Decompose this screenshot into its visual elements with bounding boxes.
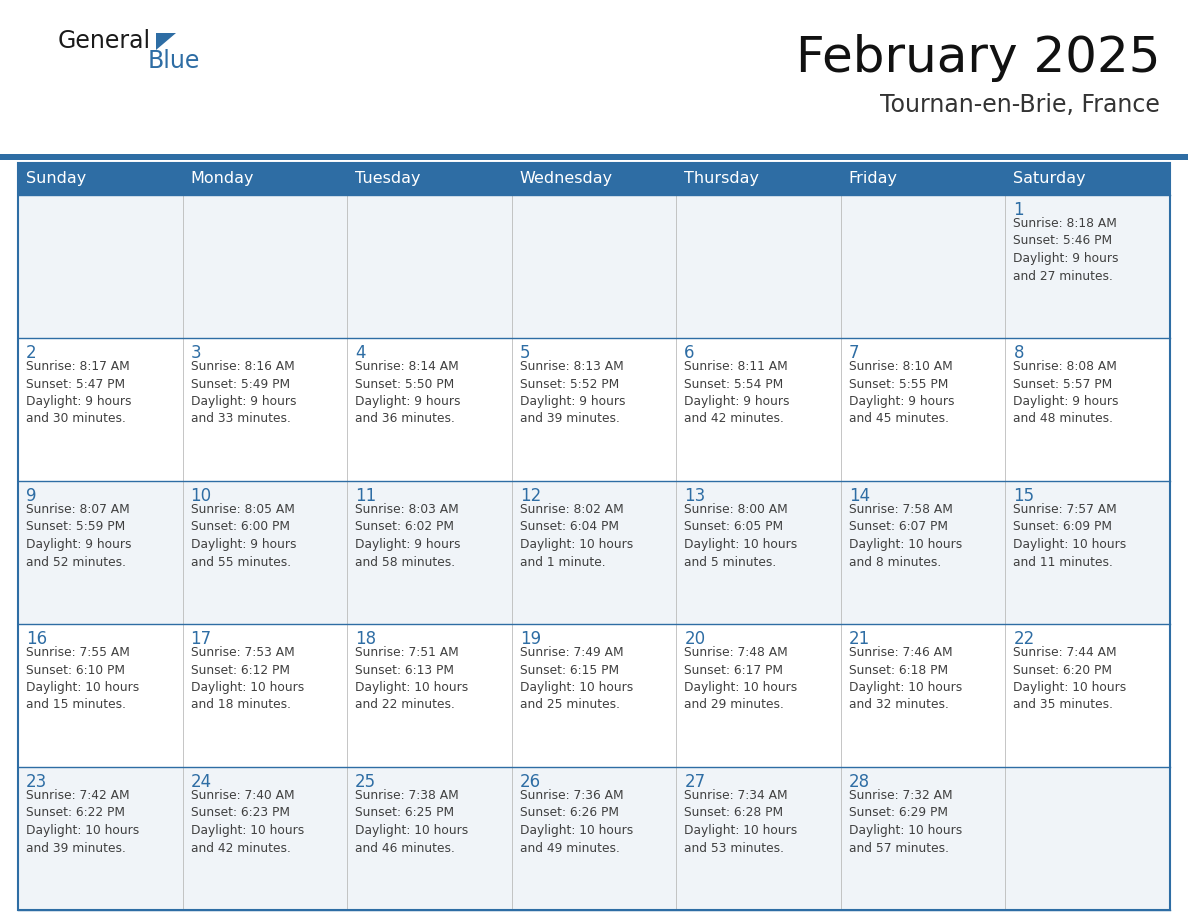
Text: Sunrise: 8:18 AM
Sunset: 5:46 PM
Daylight: 9 hours
and 27 minutes.: Sunrise: 8:18 AM Sunset: 5:46 PM Dayligh… (1013, 217, 1119, 283)
Text: Sunrise: 7:42 AM
Sunset: 6:22 PM
Daylight: 10 hours
and 39 minutes.: Sunrise: 7:42 AM Sunset: 6:22 PM Dayligh… (26, 789, 139, 855)
Text: 2: 2 (26, 344, 37, 362)
Text: Sunrise: 8:17 AM
Sunset: 5:47 PM
Daylight: 9 hours
and 30 minutes.: Sunrise: 8:17 AM Sunset: 5:47 PM Dayligh… (26, 360, 132, 426)
Text: Sunrise: 8:08 AM
Sunset: 5:57 PM
Daylight: 9 hours
and 48 minutes.: Sunrise: 8:08 AM Sunset: 5:57 PM Dayligh… (1013, 360, 1119, 426)
Text: 24: 24 (190, 773, 211, 791)
Text: Sunrise: 7:32 AM
Sunset: 6:29 PM
Daylight: 10 hours
and 57 minutes.: Sunrise: 7:32 AM Sunset: 6:29 PM Dayligh… (849, 789, 962, 855)
Text: Sunrise: 7:36 AM
Sunset: 6:26 PM
Daylight: 10 hours
and 49 minutes.: Sunrise: 7:36 AM Sunset: 6:26 PM Dayligh… (519, 789, 633, 855)
Text: 21: 21 (849, 630, 870, 648)
Text: 12: 12 (519, 487, 541, 505)
Text: 22: 22 (1013, 630, 1035, 648)
Bar (676, 163, 841, 195)
Text: 14: 14 (849, 487, 870, 505)
Bar (18, 481, 1170, 624)
Text: 16: 16 (26, 630, 48, 648)
Text: 23: 23 (26, 773, 48, 791)
Text: February 2025: February 2025 (796, 34, 1159, 82)
Text: Sunrise: 7:40 AM
Sunset: 6:23 PM
Daylight: 10 hours
and 42 minutes.: Sunrise: 7:40 AM Sunset: 6:23 PM Dayligh… (190, 789, 304, 855)
Text: Blue: Blue (148, 49, 201, 73)
Bar (18, 163, 1170, 910)
Text: Sunrise: 8:03 AM
Sunset: 6:02 PM
Daylight: 9 hours
and 58 minutes.: Sunrise: 8:03 AM Sunset: 6:02 PM Dayligh… (355, 503, 461, 568)
Bar (1005, 163, 1170, 195)
Text: Sunrise: 7:58 AM
Sunset: 6:07 PM
Daylight: 10 hours
and 8 minutes.: Sunrise: 7:58 AM Sunset: 6:07 PM Dayligh… (849, 503, 962, 568)
Text: Sunrise: 8:10 AM
Sunset: 5:55 PM
Daylight: 9 hours
and 45 minutes.: Sunrise: 8:10 AM Sunset: 5:55 PM Dayligh… (849, 360, 954, 426)
Text: Sunday: Sunday (26, 172, 87, 186)
Text: 7: 7 (849, 344, 859, 362)
Text: 28: 28 (849, 773, 870, 791)
Polygon shape (156, 33, 176, 50)
Text: Monday: Monday (190, 172, 254, 186)
Text: Friday: Friday (849, 172, 898, 186)
Text: 18: 18 (355, 630, 377, 648)
Text: 10: 10 (190, 487, 211, 505)
Text: Sunrise: 7:44 AM
Sunset: 6:20 PM
Daylight: 10 hours
and 35 minutes.: Sunrise: 7:44 AM Sunset: 6:20 PM Dayligh… (1013, 646, 1126, 711)
Text: Thursday: Thursday (684, 172, 759, 186)
Text: 17: 17 (190, 630, 211, 648)
Bar (18, 624, 1170, 767)
Text: Sunrise: 7:55 AM
Sunset: 6:10 PM
Daylight: 10 hours
and 15 minutes.: Sunrise: 7:55 AM Sunset: 6:10 PM Dayligh… (26, 646, 139, 711)
Text: Sunrise: 8:07 AM
Sunset: 5:59 PM
Daylight: 9 hours
and 52 minutes.: Sunrise: 8:07 AM Sunset: 5:59 PM Dayligh… (26, 503, 132, 568)
Text: Sunrise: 8:02 AM
Sunset: 6:04 PM
Daylight: 10 hours
and 1 minute.: Sunrise: 8:02 AM Sunset: 6:04 PM Dayligh… (519, 503, 633, 568)
Text: Wednesday: Wednesday (519, 172, 613, 186)
Text: 20: 20 (684, 630, 706, 648)
Bar (347, 163, 512, 195)
Text: 25: 25 (355, 773, 377, 791)
Bar (0, 154, 1188, 160)
Text: Sunrise: 8:00 AM
Sunset: 6:05 PM
Daylight: 10 hours
and 5 minutes.: Sunrise: 8:00 AM Sunset: 6:05 PM Dayligh… (684, 503, 797, 568)
Text: 27: 27 (684, 773, 706, 791)
Text: 13: 13 (684, 487, 706, 505)
Bar (841, 163, 1005, 195)
Bar (183, 163, 347, 195)
Text: 8: 8 (1013, 344, 1024, 362)
Text: Sunrise: 7:53 AM
Sunset: 6:12 PM
Daylight: 10 hours
and 18 minutes.: Sunrise: 7:53 AM Sunset: 6:12 PM Dayligh… (190, 646, 304, 711)
Text: 11: 11 (355, 487, 377, 505)
Text: Sunrise: 8:05 AM
Sunset: 6:00 PM
Daylight: 9 hours
and 55 minutes.: Sunrise: 8:05 AM Sunset: 6:00 PM Dayligh… (190, 503, 296, 568)
Bar (512, 163, 676, 195)
Text: Sunrise: 7:38 AM
Sunset: 6:25 PM
Daylight: 10 hours
and 46 minutes.: Sunrise: 7:38 AM Sunset: 6:25 PM Dayligh… (355, 789, 468, 855)
Text: Sunrise: 7:57 AM
Sunset: 6:09 PM
Daylight: 10 hours
and 11 minutes.: Sunrise: 7:57 AM Sunset: 6:09 PM Dayligh… (1013, 503, 1126, 568)
Text: Sunrise: 7:49 AM
Sunset: 6:15 PM
Daylight: 10 hours
and 25 minutes.: Sunrise: 7:49 AM Sunset: 6:15 PM Dayligh… (519, 646, 633, 711)
Text: Tournan-en-Brie, France: Tournan-en-Brie, France (880, 93, 1159, 117)
Bar (18, 338, 1170, 481)
Text: 6: 6 (684, 344, 695, 362)
Text: 9: 9 (26, 487, 37, 505)
Bar (18, 767, 1170, 910)
Text: 5: 5 (519, 344, 530, 362)
Text: 19: 19 (519, 630, 541, 648)
Text: Sunrise: 7:48 AM
Sunset: 6:17 PM
Daylight: 10 hours
and 29 minutes.: Sunrise: 7:48 AM Sunset: 6:17 PM Dayligh… (684, 646, 797, 711)
Text: Sunrise: 7:34 AM
Sunset: 6:28 PM
Daylight: 10 hours
and 53 minutes.: Sunrise: 7:34 AM Sunset: 6:28 PM Dayligh… (684, 789, 797, 855)
Text: 1: 1 (1013, 201, 1024, 219)
Text: Saturday: Saturday (1013, 172, 1086, 186)
Text: Sunrise: 8:16 AM
Sunset: 5:49 PM
Daylight: 9 hours
and 33 minutes.: Sunrise: 8:16 AM Sunset: 5:49 PM Dayligh… (190, 360, 296, 426)
Text: Sunrise: 8:13 AM
Sunset: 5:52 PM
Daylight: 9 hours
and 39 minutes.: Sunrise: 8:13 AM Sunset: 5:52 PM Dayligh… (519, 360, 625, 426)
Bar (18, 163, 183, 195)
Text: 3: 3 (190, 344, 201, 362)
Text: Tuesday: Tuesday (355, 172, 421, 186)
Text: 26: 26 (519, 773, 541, 791)
Text: Sunrise: 7:51 AM
Sunset: 6:13 PM
Daylight: 10 hours
and 22 minutes.: Sunrise: 7:51 AM Sunset: 6:13 PM Dayligh… (355, 646, 468, 711)
Text: 4: 4 (355, 344, 366, 362)
Text: General: General (58, 29, 151, 53)
Text: Sunrise: 8:14 AM
Sunset: 5:50 PM
Daylight: 9 hours
and 36 minutes.: Sunrise: 8:14 AM Sunset: 5:50 PM Dayligh… (355, 360, 461, 426)
Bar (18, 195, 1170, 338)
Text: Sunrise: 8:11 AM
Sunset: 5:54 PM
Daylight: 9 hours
and 42 minutes.: Sunrise: 8:11 AM Sunset: 5:54 PM Dayligh… (684, 360, 790, 426)
Text: Sunrise: 7:46 AM
Sunset: 6:18 PM
Daylight: 10 hours
and 32 minutes.: Sunrise: 7:46 AM Sunset: 6:18 PM Dayligh… (849, 646, 962, 711)
Text: 15: 15 (1013, 487, 1035, 505)
